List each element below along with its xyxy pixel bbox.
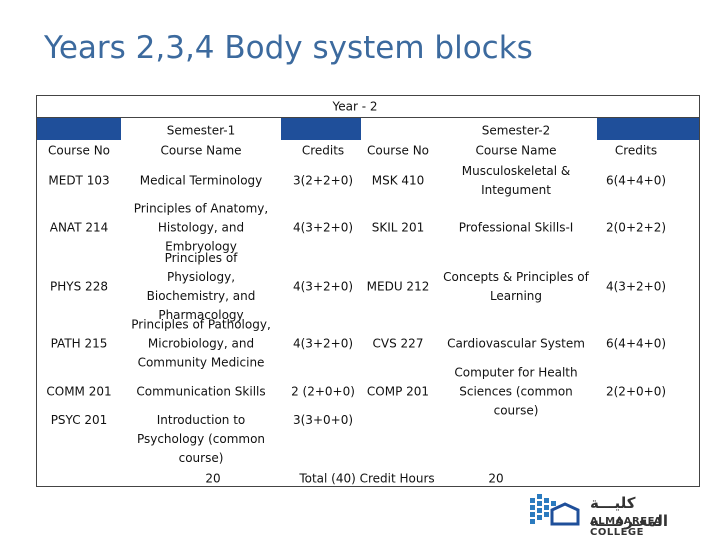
logo-arabic: كليـــة المعـرفـــة xyxy=(590,494,669,530)
credits: 3(2+2+0) xyxy=(292,173,354,188)
header-band xyxy=(37,118,121,140)
header-band xyxy=(281,118,361,140)
credits: 4(3+2+0) xyxy=(292,220,354,235)
course-no: MEDT 103 xyxy=(48,173,110,188)
logo-name: ALMAAREFA COLLEGE xyxy=(590,516,662,538)
column-header: Credits xyxy=(301,143,345,158)
course-name: Principles of Pathology, Microbiology, a… xyxy=(131,317,271,370)
college-logo: كليـــة المعـرفـــة ALMAAREFA COLLEGE xyxy=(528,492,708,538)
semester-label: Semester-2 xyxy=(481,123,551,138)
credits: 3(3+0+0) xyxy=(292,413,354,427)
course-name: Musculoskeletal & Integument xyxy=(461,164,571,197)
column-header: Course Name xyxy=(160,143,242,158)
logo-mark xyxy=(530,494,580,526)
course-no: COMM 201 xyxy=(46,384,112,399)
credits: 4(3+2+0) xyxy=(605,279,667,294)
course-no: SKIL 201 xyxy=(371,220,425,235)
credits: 6(4+4+0) xyxy=(605,173,667,188)
year-label: Year - 2 xyxy=(332,99,378,114)
slide-title: Years 2,3,4 Body system blocks xyxy=(44,30,533,66)
course-no: PSYC 201 xyxy=(50,413,108,427)
credits: 2(0+2+2) xyxy=(605,220,667,235)
credits: 4(3+2+0) xyxy=(292,336,354,351)
course-no: MEDU 212 xyxy=(366,279,430,294)
credits: 2 (2+0+0) xyxy=(291,384,355,399)
column-header: Credits xyxy=(614,143,658,158)
course-name: Introduction to Psychology (common cours… xyxy=(136,413,266,465)
semester-total: 20 xyxy=(488,471,504,486)
credits: 6(4+4+0) xyxy=(605,336,667,351)
semester-label: Semester-1 xyxy=(166,123,236,138)
course-no: PHYS 228 xyxy=(50,279,108,294)
course-name: Medical Terminology xyxy=(139,173,263,188)
credits: 2(2+0+0) xyxy=(605,384,667,399)
header-band xyxy=(597,118,699,140)
course-name: Cardiovascular System xyxy=(447,336,585,351)
course-name: Professional Skills-I xyxy=(458,220,574,235)
total-label: Total (40) Credit Hours xyxy=(299,471,435,486)
course-name: Computer for Health Sciences (common cou… xyxy=(454,365,578,418)
course-name: Concepts & Principles of Learning xyxy=(443,270,589,303)
column-header: Course Name xyxy=(475,143,557,158)
column-header: Course No xyxy=(366,143,430,158)
year-row xyxy=(37,96,699,118)
course-no: PATH 215 xyxy=(50,336,108,351)
course-name: Principles of Anatomy, Histology, and Em… xyxy=(133,201,269,254)
course-no: COMP 201 xyxy=(366,384,430,399)
course-no: ANAT 214 xyxy=(49,220,109,235)
course-name: Communication Skills xyxy=(136,384,266,399)
course-name: Principles of Physiology, Biochemistry, … xyxy=(146,251,256,322)
course-no: CVS 227 xyxy=(372,336,424,351)
course-table: Year - 2 Semester-1 Semester-2 Course No Cou… xyxy=(36,95,700,487)
credits: 4(3+2+0) xyxy=(292,279,354,294)
course-no: MSK 410 xyxy=(371,173,425,188)
semester-total: 20 xyxy=(205,471,221,486)
column-header: Course No xyxy=(47,143,111,158)
